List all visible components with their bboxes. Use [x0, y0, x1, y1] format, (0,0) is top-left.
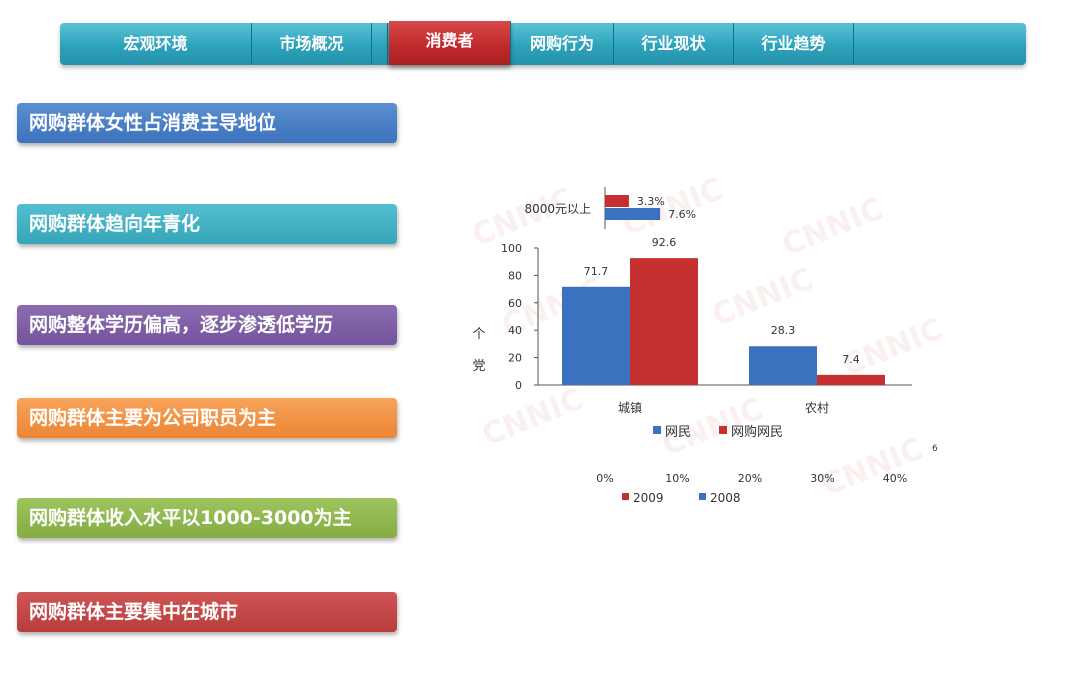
h-x-tick-label: 40%	[883, 472, 907, 485]
y-tick-label: 0	[515, 379, 522, 392]
bar-value-label: 28.3	[771, 324, 796, 337]
h-bar-value-label: 7.6%	[668, 208, 696, 221]
legend-swatch	[719, 426, 727, 434]
h-legend-swatch	[699, 493, 706, 500]
insight-label-income: 网购群体收入水平以1000-3000为主	[17, 498, 397, 538]
h-bar-2009	[605, 195, 629, 207]
h-legend-label: 2008	[710, 491, 741, 505]
h-x-tick-label: 30%	[810, 472, 834, 485]
x-category-label: 农村	[805, 401, 829, 415]
insight-label-occupation: 网购群体主要为公司职员为主	[17, 398, 397, 438]
insight-label-education: 网购整体学历偏高，逐步渗透低学历	[17, 305, 397, 345]
y-axis-title-char: 个	[472, 327, 485, 342]
y-tick-label: 40	[508, 324, 522, 337]
nav-tab-macro[interactable]: 宏观环境	[60, 23, 252, 65]
insight-label-young: 网购群体趋向年青化	[17, 204, 397, 244]
insight-label-female: 网购群体女性占消费主导地位	[17, 103, 397, 143]
h-legend-swatch	[622, 493, 629, 500]
bar-netizen	[749, 346, 817, 385]
top-nav: 宏观环境 市场概况 消费者 网购行为 行业现状 行业趋势	[60, 21, 1026, 65]
bar-netizen	[562, 286, 630, 385]
nav-tab-industry-trend[interactable]: 行业趋势	[734, 23, 854, 65]
h-bar-2008	[605, 208, 661, 220]
y-tick-label: 60	[508, 297, 522, 310]
nav-tab-shopping-behavior[interactable]: 网购行为	[511, 23, 614, 65]
stray-mark: 6	[932, 444, 938, 454]
nav-tab-industry-status[interactable]: 行业现状	[614, 23, 734, 65]
legend-label: 网民	[665, 425, 691, 440]
y-tick-label: 100	[501, 242, 522, 255]
h-x-tick-label: 10%	[665, 472, 689, 485]
h-x-tick-label: 20%	[738, 472, 762, 485]
bar-value-label: 7.4	[842, 353, 860, 366]
y-axis-title-char: 党	[472, 359, 485, 374]
y-tick-label: 20	[508, 352, 522, 365]
x-category-label: 城镇	[618, 401, 642, 415]
h-category-label: 8000元以上	[524, 202, 591, 216]
h-x-tick-label: 0%	[596, 472, 613, 485]
bar-value-label: 71.7	[584, 265, 609, 278]
nav-divider	[372, 23, 388, 65]
legend-swatch	[653, 426, 661, 434]
nav-tab-consumer[interactable]: 消费者	[389, 21, 511, 65]
bar-online-shopper	[630, 258, 698, 385]
h-bar-value-label: 3.3%	[637, 195, 665, 208]
insight-label-city: 网购群体主要集中在城市	[17, 592, 397, 632]
legend-label: 网购网民	[731, 424, 783, 440]
bar-value-label: 92.6	[652, 236, 677, 249]
nav-tab-market[interactable]: 市场概况	[252, 23, 372, 65]
y-tick-label: 80	[508, 269, 522, 282]
bar-online-shopper	[817, 374, 885, 385]
h-legend-label: 2009	[633, 491, 664, 505]
